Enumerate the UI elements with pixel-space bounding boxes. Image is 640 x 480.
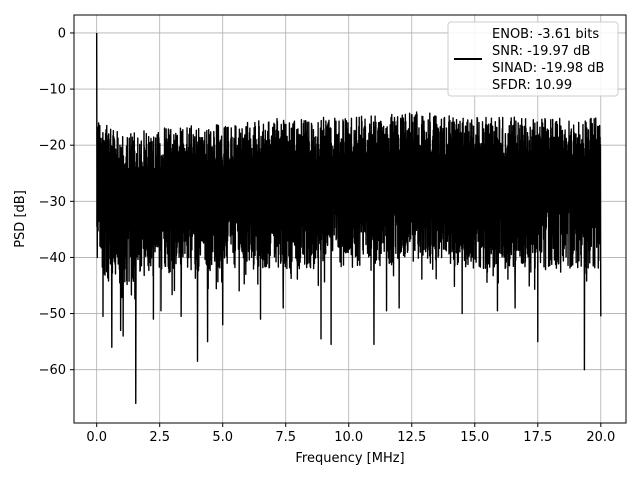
legend-box (447, 21, 619, 97)
legend-line-sfdr: SFDR: 10.99 (492, 78, 572, 93)
psd-series-line (95, 32, 602, 405)
legend-line-sinad: SINAD: -19.98 dB (492, 61, 604, 76)
x-tick-label: 15.0 (460, 430, 489, 445)
x-tick-label: 5.0 (212, 430, 233, 445)
x-tick-label: 7.5 (275, 430, 296, 445)
legend-line-snr: SNR: -19.97 dB (492, 44, 590, 59)
x-tick-label: 17.5 (523, 430, 552, 445)
x-tick-label: 0.0 (86, 430, 107, 445)
y-tick-label: −40 (39, 251, 66, 266)
y-axis-ticks: 0 −10 −20 −30 −40 −50 −60 (39, 26, 74, 378)
y-axis-label: PSD [dB] (13, 190, 28, 248)
series-layer (95, 32, 602, 405)
y-tick-label: −60 (39, 363, 66, 378)
x-axis-label: Frequency [MHz] (295, 451, 404, 466)
y-tick-label: −20 (39, 139, 66, 154)
x-axis-ticks: 0.0 2.5 5.0 7.5 10.0 12.5 15.0 17.5 20.0 (86, 423, 615, 445)
plot-frame (73, 14, 627, 424)
y-tick-label: 0 (58, 26, 66, 41)
y-tick-label: −50 (39, 307, 66, 322)
legend: ENOB: -3.61 bits SNR: -19.97 dB SINAD: -… (447, 21, 619, 97)
x-tick-label: 10.0 (334, 430, 363, 445)
x-tick-label: 20.0 (586, 430, 615, 445)
x-tick-label: 12.5 (397, 430, 426, 445)
x-tick-label: 2.5 (149, 430, 170, 445)
legend-line-enob: ENOB: -3.61 bits (492, 27, 599, 42)
y-tick-label: −30 (39, 195, 66, 210)
y-tick-label: −10 (39, 83, 66, 98)
